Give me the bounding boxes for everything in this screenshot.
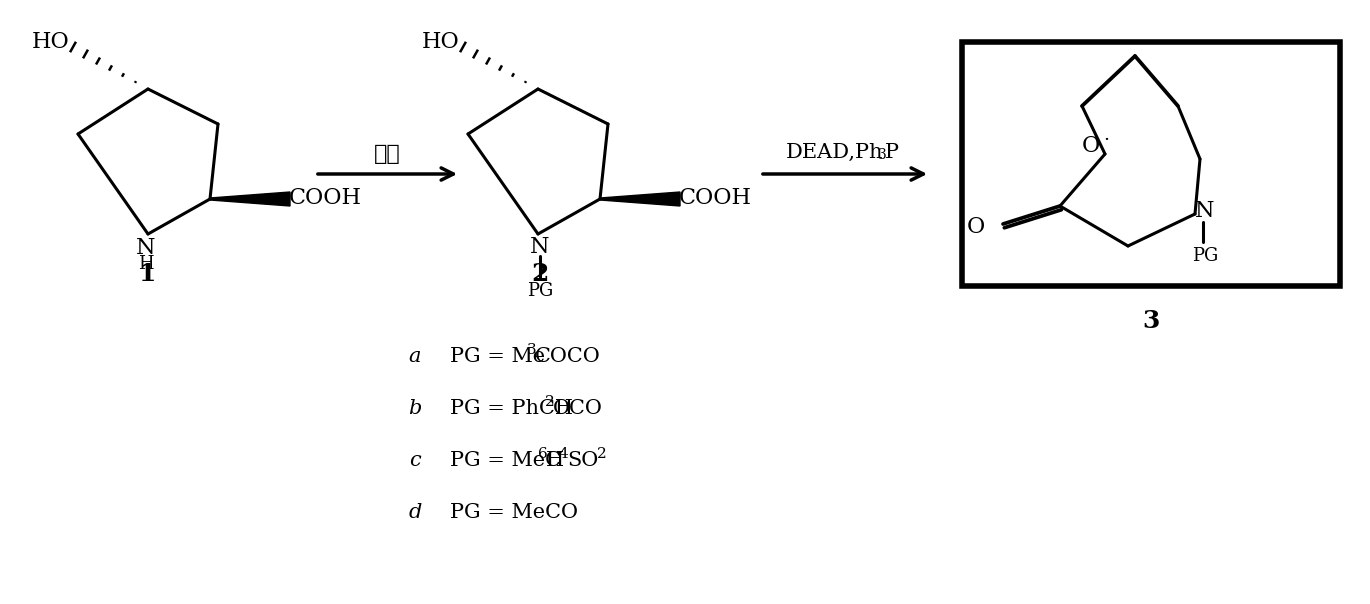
Text: PG = MeCO: PG = MeCO (449, 503, 578, 521)
Text: 3: 3 (1143, 309, 1159, 333)
Text: H: H (138, 255, 153, 273)
Text: a: a (408, 347, 421, 365)
Text: 保护: 保护 (374, 144, 401, 164)
Text: H: H (547, 451, 564, 469)
Text: b: b (408, 399, 422, 417)
Text: N: N (1195, 200, 1215, 222)
Text: c: c (410, 451, 421, 469)
Text: 3: 3 (527, 343, 537, 357)
Text: 1: 1 (140, 262, 156, 286)
Text: COOH: COOH (289, 187, 362, 209)
Text: 6: 6 (538, 447, 548, 461)
Text: OCO: OCO (553, 399, 603, 417)
Text: COCO: COCO (536, 347, 601, 365)
Text: N: N (136, 237, 156, 259)
Text: ·: · (1103, 131, 1110, 149)
Text: 2: 2 (532, 262, 549, 286)
Polygon shape (600, 192, 680, 206)
Text: SO: SO (567, 451, 599, 469)
Text: HO: HO (422, 31, 460, 53)
Text: P: P (885, 143, 899, 161)
Text: DEAD,Ph: DEAD,Ph (786, 143, 884, 161)
Text: O: O (1082, 135, 1100, 157)
Text: COOH: COOH (678, 187, 752, 209)
Text: PG = MeC: PG = MeC (449, 451, 560, 469)
Text: N: N (530, 236, 549, 258)
Text: PG: PG (1192, 247, 1218, 265)
Text: 3: 3 (878, 148, 886, 162)
Text: O: O (967, 216, 985, 238)
Text: 2: 2 (597, 447, 607, 461)
Polygon shape (210, 192, 290, 206)
Text: 2: 2 (545, 395, 555, 409)
Text: 4: 4 (559, 447, 569, 461)
Bar (962, 42, 1340, 286)
Text: d: d (408, 503, 422, 521)
Text: PG: PG (527, 282, 553, 300)
Text: HO: HO (32, 31, 70, 53)
Text: PG = PhCH: PG = PhCH (449, 399, 573, 417)
Text: PG = Me: PG = Me (449, 347, 545, 365)
